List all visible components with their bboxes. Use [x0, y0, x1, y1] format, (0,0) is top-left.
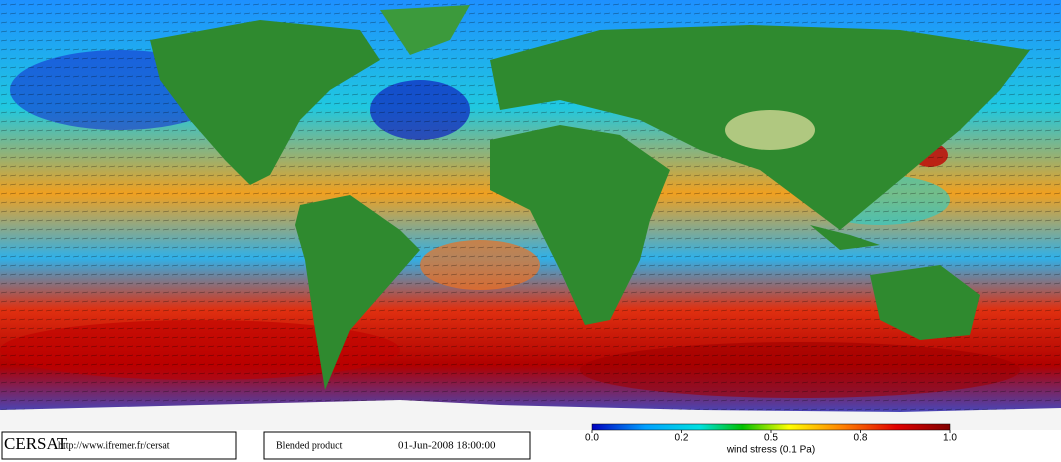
colorbar — [591, 423, 951, 431]
datetime: 01-Jun-2008 18:00:00 — [398, 440, 496, 452]
colorbar-tick-label: 0.5 — [764, 433, 778, 444]
antarctica — [0, 400, 1061, 430]
brand: CERSAT — [4, 434, 68, 453]
colorbar-tick-label: 0.0 — [585, 433, 599, 444]
colorbar-tick-label: 0.2 — [675, 433, 689, 444]
colorbar-label: wind stress (0.1 Pa) — [726, 445, 815, 456]
product: Blended product — [276, 440, 343, 451]
info-box — [1, 431, 237, 460]
colorbar-tick-label: 0.8 — [854, 433, 868, 444]
product-box — [263, 431, 531, 460]
continents — [150, 5, 1030, 390]
url: http://www.ifremer.fr/cersat — [58, 440, 170, 451]
colorbar-tick-label: 1.0 — [943, 433, 957, 444]
